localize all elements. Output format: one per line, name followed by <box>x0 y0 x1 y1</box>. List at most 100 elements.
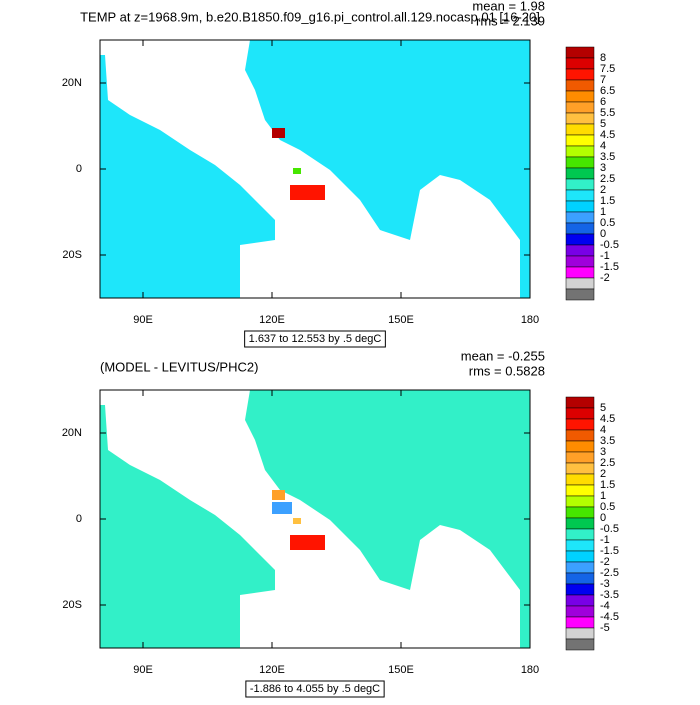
colorbar-label: 8 <box>600 52 606 64</box>
colorbar-box <box>565 418 595 431</box>
colorbar-label: -1 <box>600 534 610 546</box>
colorbar-box <box>565 407 595 420</box>
colorbar-box <box>565 473 595 486</box>
x-tick-label: 90E <box>133 664 153 676</box>
colorbar-label: 7 <box>600 74 606 86</box>
colorbar-label: 3 <box>600 446 606 458</box>
y-tick-label: 20S <box>62 249 82 261</box>
x-tick-label: 180 <box>521 314 539 326</box>
colorbar-box <box>565 288 595 301</box>
colorbar-label: 1 <box>600 206 606 218</box>
colorbar-box <box>565 539 595 552</box>
colorbar-label: -4.5 <box>600 611 619 623</box>
colorbar-label: 4.5 <box>600 413 615 425</box>
colorbar-label: 4 <box>600 140 606 152</box>
colorbar-box <box>565 145 595 158</box>
colorbar-box <box>565 495 595 508</box>
x-tick-label: 120E <box>259 314 285 326</box>
colorbar-label: -4 <box>600 600 610 612</box>
x-tick-label: 150E <box>388 664 414 676</box>
anomaly <box>290 185 325 200</box>
colorbar-box <box>565 46 595 59</box>
colorbar-box <box>565 627 595 640</box>
colorbar-box <box>565 57 595 70</box>
anomaly <box>272 502 292 514</box>
colorbar-box <box>565 211 595 224</box>
colorbar-label: -5 <box>600 622 610 634</box>
colorbar-box <box>565 451 595 464</box>
y-tick-label: 0 <box>76 513 82 525</box>
colorbar-box <box>565 594 595 607</box>
colorbar-box <box>565 561 595 574</box>
x-tick-label: 90E <box>133 314 153 326</box>
colorbar-box <box>565 178 595 191</box>
colorbar-box <box>565 517 595 530</box>
colorbar-box <box>565 583 595 596</box>
colorbar-label: -2 <box>600 272 610 284</box>
colorbar-box <box>565 222 595 235</box>
mean-label: mean = -0.255 <box>461 348 545 363</box>
colorbar-box <box>565 200 595 213</box>
x-tick-label: 150E <box>388 314 414 326</box>
colorbar-label: 3 <box>600 162 606 174</box>
ocean <box>100 55 275 298</box>
colorbar-label: -2.5 <box>600 567 619 579</box>
colorbar-box <box>565 605 595 618</box>
colorbar-box <box>565 167 595 180</box>
title: TEMP at z=1968.9m, b.e20.B1850.f09_g16.p… <box>80 9 540 24</box>
colorbar-box <box>565 90 595 103</box>
colorbar-label: 5 <box>600 118 606 130</box>
colorbar-box <box>565 572 595 585</box>
colorbar-label: -0.5 <box>600 523 619 535</box>
colorbar-label: -1.5 <box>600 545 619 557</box>
colorbar-box <box>565 638 595 651</box>
colorbar-label: -2 <box>600 556 610 568</box>
colorbar-box <box>565 233 595 246</box>
colorbar-label: 2 <box>600 468 606 480</box>
colorbar-box <box>565 550 595 563</box>
colorbar-label: 0.5 <box>600 501 615 513</box>
x-tick-label: 180 <box>521 664 539 676</box>
colorbar-label: 5 <box>600 402 606 414</box>
colorbar-label: 6 <box>600 96 606 108</box>
colorbar-box <box>565 266 595 279</box>
colorbar-label: 2.5 <box>600 457 615 469</box>
colorbar-box <box>565 255 595 268</box>
anomaly <box>293 168 301 174</box>
colorbar-label: -1 <box>600 250 610 262</box>
colorbar-label: 3.5 <box>600 435 615 447</box>
range-frame <box>245 680 385 698</box>
mean-label: mean = 1.98 <box>472 0 545 13</box>
range-frame <box>244 330 386 348</box>
colorbar-label: 3.5 <box>600 151 615 163</box>
colorbar-label: 5.5 <box>600 107 615 119</box>
colorbar-label: 4 <box>600 424 606 436</box>
colorbar-box <box>565 277 595 290</box>
colorbar-box <box>565 134 595 147</box>
anomaly <box>293 518 301 524</box>
colorbar-box <box>565 396 595 409</box>
colorbar-label: -1.5 <box>600 261 619 273</box>
colorbar-label: 0 <box>600 512 606 524</box>
colorbar-label: 0 <box>600 228 606 240</box>
y-tick-label: 20N <box>62 427 82 439</box>
colorbar-box <box>565 244 595 257</box>
colorbar-box <box>565 123 595 136</box>
colorbar-box <box>565 68 595 81</box>
anomaly <box>272 128 285 138</box>
colorbar-box <box>565 112 595 125</box>
colorbar-label: 1.5 <box>600 195 615 207</box>
colorbar-label: -3 <box>600 578 610 590</box>
range-box: 1.637 to 12.553 by .5 degC <box>244 330 386 348</box>
ocean <box>245 390 530 648</box>
colorbar-label: 2 <box>600 184 606 196</box>
x-tick-label: 120E <box>259 664 285 676</box>
colorbar-label: -0.5 <box>600 239 619 251</box>
title: (MODEL - LEVITUS/PHC2) <box>100 359 258 374</box>
map-panel <box>99 389 531 649</box>
range-box: -1.886 to 4.055 by .5 degC <box>245 680 385 698</box>
colorbar-box <box>565 79 595 92</box>
rms-label: rms = 2.139 <box>476 13 545 28</box>
colorbar-label: 4.5 <box>600 129 615 141</box>
